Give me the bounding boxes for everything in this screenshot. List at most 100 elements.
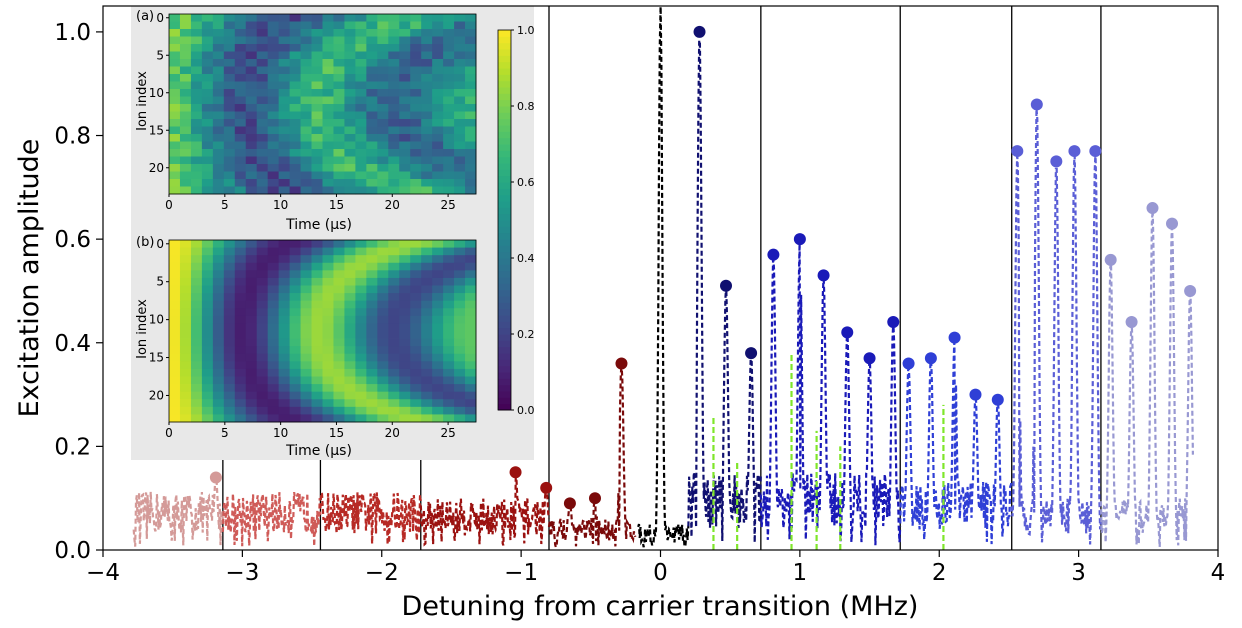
heatmap-cell (454, 186, 466, 195)
heatmap-cell (344, 353, 356, 362)
heatmap-cell (278, 59, 290, 67)
heatmap-cell (256, 277, 269, 286)
heatmap-cell (267, 399, 280, 408)
heatmap-cell (454, 315, 466, 324)
heatmap-cell (300, 36, 312, 45)
heatmap-cell (179, 255, 192, 264)
heatmap-cell (311, 104, 323, 112)
heatmap-cell (344, 29, 356, 37)
heatmap-cell (256, 51, 269, 60)
heatmap-cell (421, 186, 433, 195)
heatmap-cell (278, 89, 290, 97)
heatmap-cell (443, 171, 455, 180)
heatmap-cell (300, 255, 312, 264)
heatmap-cell (421, 119, 433, 127)
heatmap-cell (322, 66, 334, 75)
colorbar-segment (498, 36, 511, 44)
heatmap-cell (421, 141, 433, 150)
heatmap-cell (377, 300, 389, 309)
heatmap-cell (278, 376, 290, 385)
heatmap-cell (278, 368, 290, 377)
heatmap-cell (179, 96, 192, 105)
heatmap-cell (267, 66, 280, 75)
peak-marker-8-3 (969, 388, 982, 401)
heatmap-cell (311, 331, 323, 339)
heatmap-cell (366, 156, 378, 165)
heatmap-cell (443, 104, 455, 112)
heatmap-cell (432, 74, 444, 82)
heatmap-cell (212, 14, 225, 22)
heatmap-cell (212, 29, 225, 37)
heatmap-cell (169, 89, 181, 97)
heatmap-cell (410, 361, 422, 370)
peak-marker-10-2 (1146, 202, 1159, 215)
heatmap-cell (169, 156, 181, 165)
heatmap-cell (399, 141, 411, 150)
heatmap-cell (333, 300, 345, 309)
heatmap-cell (465, 111, 477, 120)
heatmap-cell (201, 14, 214, 22)
heatmap-cell (344, 293, 356, 302)
heatmap-cell (333, 323, 345, 332)
heatmap-cell (289, 353, 301, 362)
heatmap-cell (366, 134, 378, 142)
heatmap-cell (234, 240, 247, 248)
heatmap-cell (267, 59, 280, 67)
heatmap-cell (465, 14, 477, 22)
heatmap-cell (278, 126, 290, 135)
heatmap-cell (245, 247, 258, 256)
heatmap-cell (322, 353, 334, 362)
heatmap-cell (410, 414, 422, 423)
colorbar-segment (498, 131, 511, 139)
heatmap-cell (256, 134, 269, 142)
heatmap-y-tick-label: 15 (149, 351, 164, 365)
heatmap-x-tick-label: 15 (329, 426, 344, 440)
heatmap-cell (234, 96, 247, 105)
heatmap-cell (344, 51, 356, 60)
heatmap-cell (388, 179, 400, 187)
heatmap-cell (267, 315, 280, 324)
colorbar-segment (498, 251, 511, 259)
heatmap-cell (388, 89, 400, 97)
heatmap-cell (344, 346, 356, 355)
heatmap-cell (366, 384, 378, 393)
colorbar-segment (498, 327, 511, 335)
heatmap-cell (234, 149, 247, 157)
heatmap-cell (201, 262, 214, 271)
heatmap-cell (190, 361, 203, 370)
colorbar-segment (498, 207, 511, 215)
heatmap-cell (421, 179, 433, 187)
heatmap-cell (344, 74, 356, 82)
heatmap-cell (344, 179, 356, 187)
heatmap-cell (289, 255, 301, 264)
heatmap-cell (289, 414, 301, 423)
colorbar-segment (498, 334, 511, 341)
heatmap-cell (465, 406, 477, 415)
heatmap-cell (355, 36, 367, 45)
heatmap-cell (234, 164, 247, 172)
heatmap-cell (256, 111, 269, 120)
heatmap-cell (377, 36, 389, 45)
heatmap-cell (322, 96, 334, 105)
heatmap-cell (432, 14, 444, 22)
heatmap-cell (311, 270, 323, 279)
heatmap-x-tick-label: 5 (221, 426, 229, 440)
colorbar-segment (498, 49, 511, 56)
heatmap-cell (399, 270, 411, 279)
heatmap-cell (344, 66, 356, 75)
heatmap-cell (443, 384, 455, 393)
heatmap-cell (256, 74, 269, 82)
heatmap-cell (179, 186, 192, 195)
heatmap-cell (388, 81, 400, 90)
colorbar-segment (498, 270, 511, 278)
series-line-8 (899, 338, 1013, 545)
heatmap-cell (245, 262, 258, 271)
heatmap-cell (432, 384, 444, 393)
heatmap-cell (377, 81, 389, 90)
heatmap-cell (432, 331, 444, 339)
heatmap-cell (366, 164, 378, 172)
heatmap-cell (421, 164, 433, 172)
heatmap-cell (311, 164, 323, 172)
colorbar-segment (498, 296, 511, 303)
heatmap-cell (465, 74, 477, 82)
